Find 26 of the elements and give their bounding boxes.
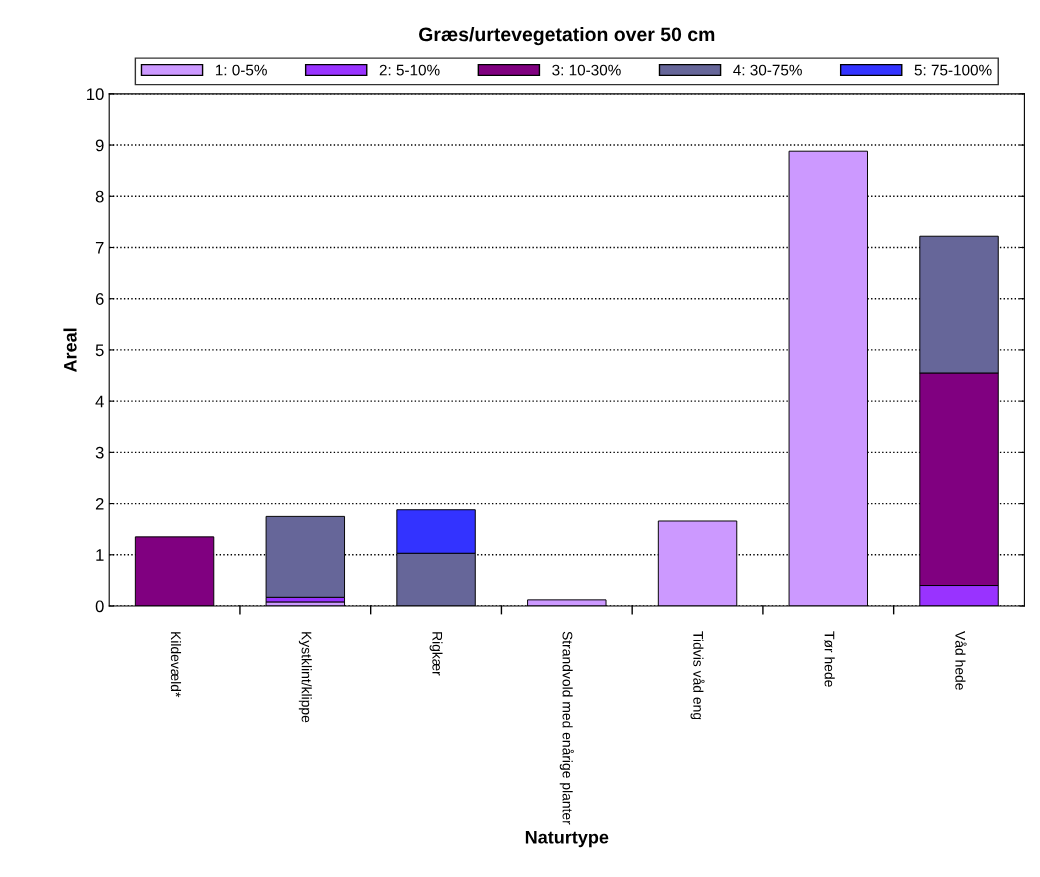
chart-title: Græs/urtevegetation over 50 cm xyxy=(419,26,715,46)
x-axis-title: Naturtype xyxy=(525,831,609,848)
legend-label: 1: 0-5% xyxy=(215,64,267,76)
y-tick-label: 1 xyxy=(96,549,104,561)
y-tick-label: 0 xyxy=(95,600,104,613)
x-tick-label: Kildevæld* xyxy=(170,632,182,698)
x-tick-label: Strandvold med enårige planter xyxy=(559,631,574,825)
x-tick-label: Tidvis våd eng xyxy=(690,631,705,720)
y-axis-title: Areal xyxy=(63,328,77,373)
y-tick-label: 4 xyxy=(95,395,104,408)
legend-label: 3: 10-30% xyxy=(552,64,621,76)
y-tick-label: 10 xyxy=(87,88,104,101)
y-tick-label: 3 xyxy=(95,446,104,459)
legend-label: 4: 30-75% xyxy=(733,64,802,76)
legend-label: 5: 75-100% xyxy=(914,64,992,76)
legend-label: 2: 5-10% xyxy=(379,64,440,76)
y-tick-label: 8 xyxy=(95,190,104,203)
y-tick-label: 5 xyxy=(95,344,104,357)
x-tick-label: Kystklint/klippe xyxy=(298,632,312,723)
x-tick-label: Tør hede xyxy=(824,631,835,687)
x-tick-label: Rigkær xyxy=(429,632,443,676)
y-tick-label: 6 xyxy=(95,293,104,305)
y-tick-label: 7 xyxy=(95,242,104,254)
x-tick-label: Våd hede xyxy=(955,631,967,690)
y-tick-label: 2 xyxy=(95,497,104,510)
y-tick-label: 9 xyxy=(95,139,104,152)
